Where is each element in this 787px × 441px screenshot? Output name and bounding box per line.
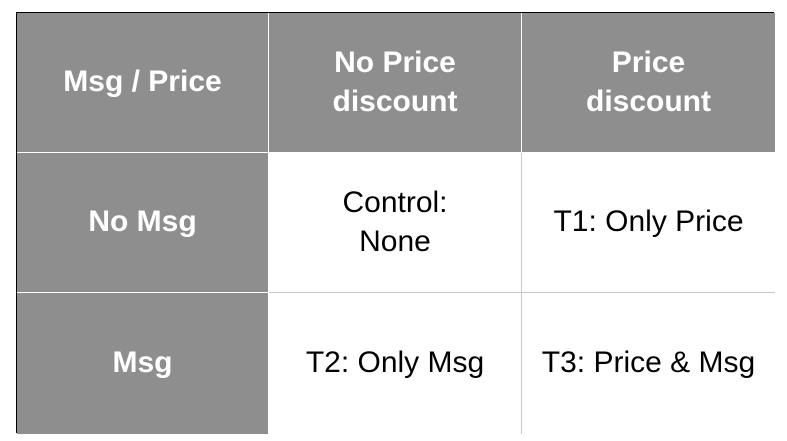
row-header-label: No Msg	[88, 205, 197, 239]
corner-header-cell: Msg / Price	[17, 13, 269, 153]
cell-text-line: None	[359, 224, 431, 258]
cell-text-line: T3: Price & Msg	[541, 346, 756, 380]
column-header-line: discount	[332, 84, 458, 118]
cell-t3-price-and-msg: T3: Price & Msg	[522, 293, 775, 434]
row-header-label: Msg	[112, 346, 173, 380]
column-header-line: No Price	[334, 46, 456, 80]
cell-text-line: T2: Only Msg	[305, 346, 485, 380]
cell-t2-only-msg: T2: Only Msg	[269, 293, 522, 434]
cell-text-line: T1: Only Price	[553, 205, 744, 239]
column-header-line: Price	[611, 46, 686, 80]
column-header-price-discount: Price discount	[522, 13, 775, 153]
column-header-no-price-discount: No Price discount	[269, 13, 522, 153]
column-header-line: discount	[586, 84, 711, 118]
corner-header-label: Msg / Price	[63, 65, 222, 99]
cell-control-none: Control: None	[269, 153, 522, 293]
row-header-msg: Msg	[17, 293, 269, 434]
treatment-matrix-table: Msg / Price No Price discount Price disc…	[16, 12, 775, 434]
cell-t1-only-price: T1: Only Price	[522, 153, 775, 293]
cell-text-line: Control:	[342, 186, 448, 220]
row-header-no-msg: No Msg	[17, 153, 269, 293]
